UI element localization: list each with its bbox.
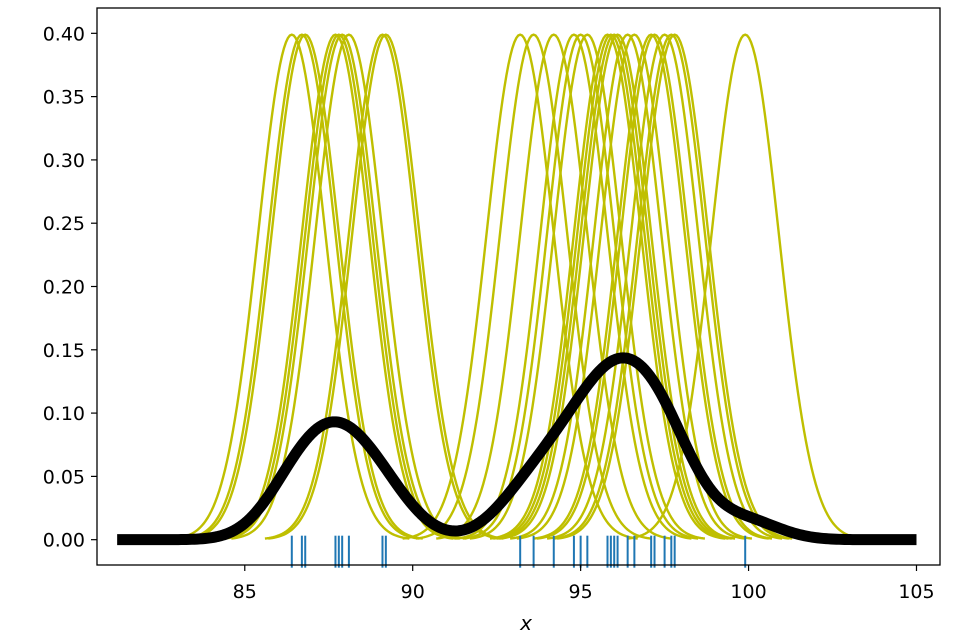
y-tick-label: 0.10 bbox=[43, 403, 85, 425]
kernel-curve bbox=[184, 33, 420, 540]
kernel-curve bbox=[556, 33, 793, 540]
kernel-curve bbox=[493, 33, 729, 540]
kernel-curve bbox=[553, 33, 790, 540]
kernel-curve bbox=[415, 33, 652, 540]
y-tick-label: 0.25 bbox=[43, 213, 85, 235]
y-tick-label: 0.30 bbox=[43, 150, 85, 172]
kernel-curves bbox=[174, 33, 863, 540]
kernel-curve bbox=[268, 33, 504, 540]
kernel-curve bbox=[499, 33, 736, 540]
x-tick-label: 85 bbox=[233, 581, 257, 603]
kernel-curve bbox=[546, 33, 783, 540]
rug-marks bbox=[290, 535, 747, 568]
kernel-curve bbox=[516, 33, 753, 540]
kernel-curve bbox=[231, 33, 467, 540]
kernel-curve bbox=[174, 33, 410, 540]
y-axis: 0.00 0.05 0.10 0.15 0.20 0.25 0.30 0.35 0.40 bbox=[43, 23, 97, 552]
kernel-curve bbox=[462, 33, 699, 540]
kernel-curve bbox=[264, 33, 501, 540]
y-tick-label: 0.05 bbox=[43, 466, 85, 488]
kernel-curve bbox=[627, 33, 863, 540]
x-axis-label: x bbox=[519, 611, 532, 635]
kernel-curve bbox=[509, 33, 746, 540]
x-axis: 85 90 95 100 105 bbox=[233, 565, 935, 603]
kde-curve-group bbox=[114, 352, 920, 546]
y-tick-label: 0.35 bbox=[43, 87, 85, 109]
x-tick-label: 100 bbox=[730, 581, 766, 603]
y-tick-label: 0.40 bbox=[43, 23, 85, 45]
x-tick-label: 95 bbox=[569, 581, 593, 603]
y-tick-label: 0.00 bbox=[43, 530, 85, 552]
x-tick-label: 105 bbox=[898, 581, 934, 603]
y-tick-label: 0.20 bbox=[43, 277, 85, 299]
kernel-curve bbox=[187, 33, 423, 540]
kernel-curve bbox=[496, 33, 732, 540]
kernel-curve bbox=[489, 33, 726, 540]
kde-curve bbox=[114, 352, 920, 546]
kernel-curve bbox=[436, 33, 672, 540]
y-tick-label: 0.15 bbox=[43, 340, 85, 362]
x-tick-label: 90 bbox=[401, 581, 425, 603]
kernel-curve bbox=[402, 33, 638, 540]
